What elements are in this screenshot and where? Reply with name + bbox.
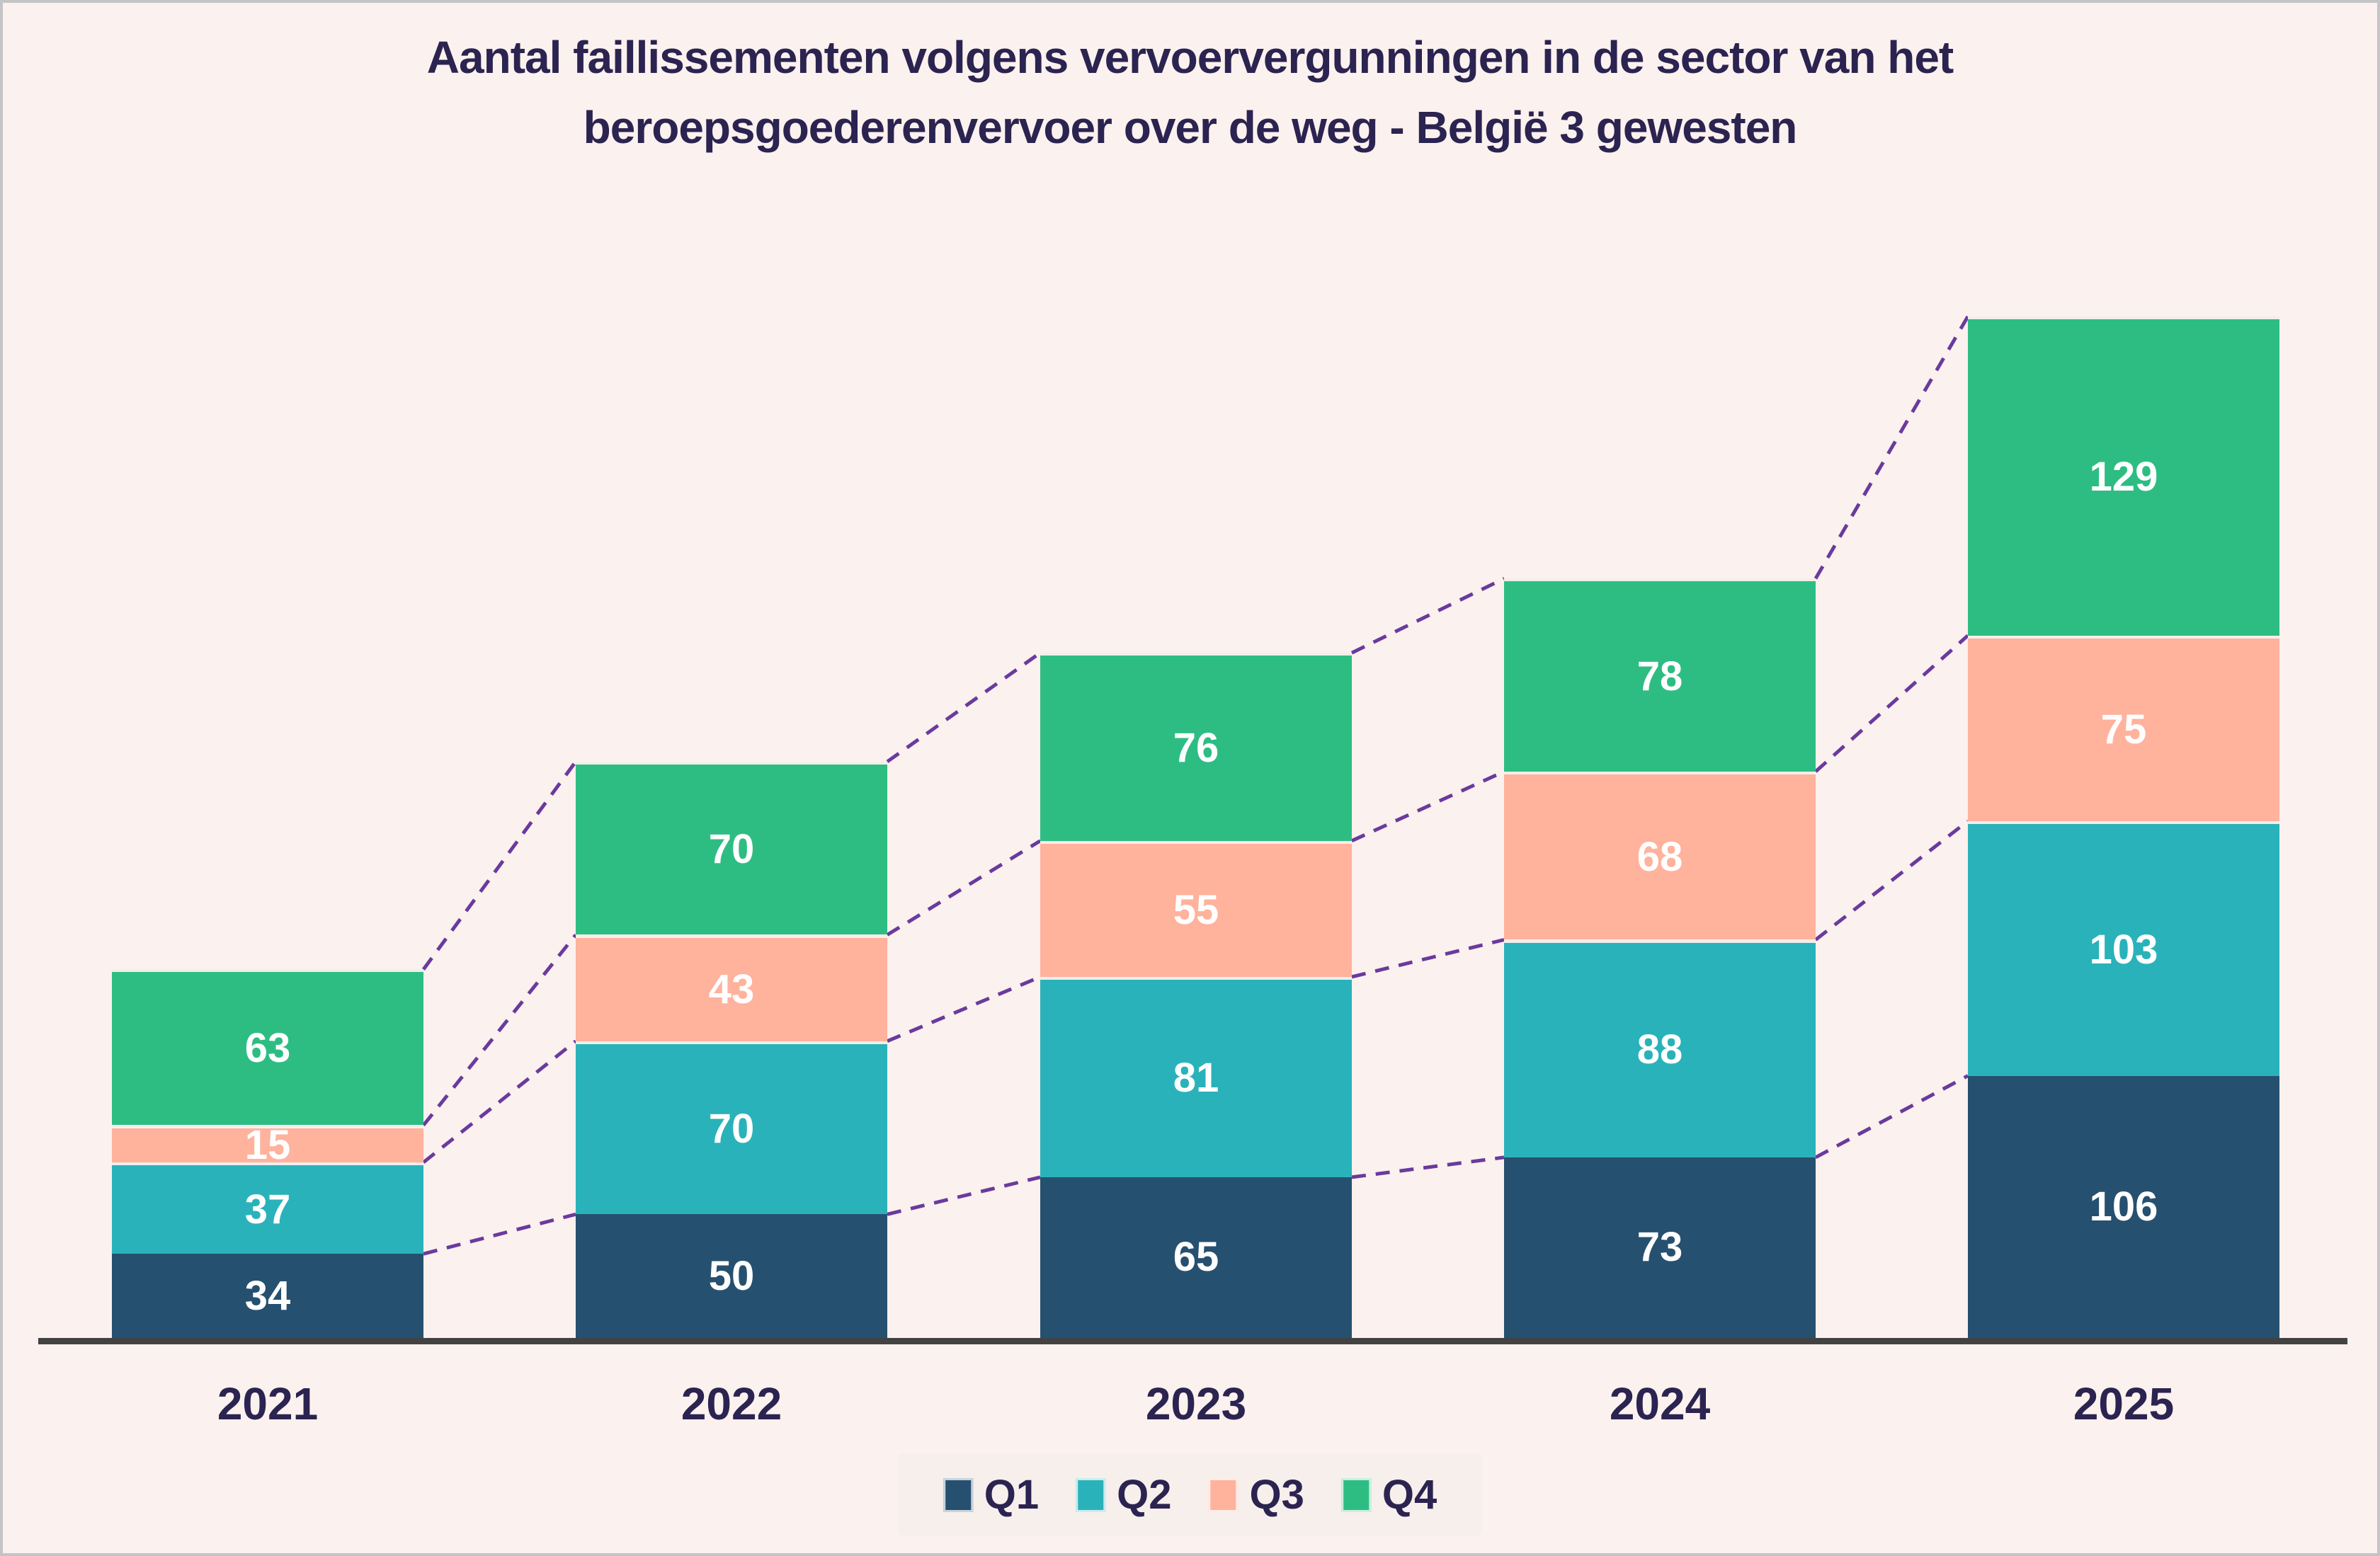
connector-line: [423, 1212, 576, 1256]
bar-segment-2023-q4: 76: [1040, 653, 1352, 841]
connector-line: [1351, 938, 1505, 979]
connector-line: [421, 760, 578, 971]
connector-line: [1814, 315, 1970, 580]
legend-item-q3: Q3: [1208, 1471, 1304, 1518]
legend-item-q4: Q4: [1340, 1471, 1437, 1518]
bar-segment-2024-q2: 88: [1504, 939, 1816, 1157]
x-axis-label-2023: 2023: [1145, 1378, 1247, 1429]
bar-segment-2022-q2: 70: [576, 1041, 887, 1215]
connector-line: [886, 651, 1042, 763]
segment-value-label: 68: [1636, 833, 1683, 880]
x-axis-label-2021: 2021: [217, 1378, 319, 1429]
legend-item-q2: Q2: [1076, 1471, 1172, 1518]
segment-value-label: 55: [1173, 886, 1219, 933]
segment-value-label: 106: [2089, 1183, 2158, 1230]
connector-line: [1814, 819, 1969, 942]
x-axis-line: [38, 1338, 2347, 1344]
segment-value-label: 75: [2100, 706, 2147, 753]
legend-label: Q2: [1117, 1472, 1172, 1518]
legend-swatch-icon: [1076, 1477, 1106, 1512]
segment-value-label: 63: [244, 1025, 291, 1072]
legend-label: Q3: [1249, 1472, 1304, 1518]
connector-line: [1351, 1155, 1505, 1179]
segment-value-label: 15: [244, 1121, 291, 1168]
bar-segment-2022-q1: 50: [576, 1214, 887, 1338]
segment-value-label: 76: [1173, 724, 1219, 771]
connector-line: [887, 1175, 1041, 1216]
legend-item-q1: Q1: [943, 1471, 1039, 1518]
connector-line: [1814, 1074, 1969, 1160]
legend-swatch-icon: [943, 1477, 973, 1512]
connector-line: [886, 839, 1042, 937]
bar-segment-2023-q2: 81: [1040, 976, 1352, 1177]
bar-segment-2025-q2: 103: [1968, 820, 2279, 1076]
bar-segment-2025-q1: 106: [1968, 1075, 2279, 1338]
connector-line: [1350, 577, 1505, 655]
bar-segment-2021-q2: 37: [112, 1162, 423, 1254]
segment-value-label: 129: [2089, 454, 2158, 500]
bar-segment-2024-q1: 73: [1504, 1157, 1816, 1338]
bar-segment-2025-q3: 75: [1968, 635, 2279, 821]
bar-segment-2021-q3: 15: [112, 1124, 423, 1165]
segment-value-label: 70: [708, 1105, 755, 1152]
bar-segment-2022-q3: 43: [576, 934, 887, 1041]
legend-label: Q1: [984, 1472, 1040, 1518]
connector-line: [887, 975, 1041, 1043]
bar-segment-2024-q4: 78: [1504, 578, 1816, 772]
segment-value-label: 73: [1636, 1224, 1683, 1271]
bar-segment-2023-q3: 55: [1040, 840, 1352, 977]
segment-value-label: 34: [244, 1272, 291, 1319]
x-axis-label-2022: 2022: [681, 1378, 782, 1429]
segment-value-label: 78: [1636, 653, 1683, 699]
connector-line: [1814, 634, 1969, 773]
bar-segment-2025-q4: 129: [1968, 316, 2279, 636]
chart-title-line2: beroepsgoederenvervoer over de weg - Bel…: [583, 102, 1798, 154]
legend-label: Q4: [1382, 1472, 1437, 1518]
x-axis-label-2024: 2024: [1609, 1378, 1711, 1429]
bar-segment-2024-q3: 68: [1504, 771, 1816, 940]
chart-title: Aantal faillissementen volgens vervoerve…: [3, 23, 2377, 163]
legend-swatch-icon: [1340, 1477, 1371, 1512]
segment-value-label: 70: [708, 826, 755, 873]
segment-value-label: 50: [708, 1252, 755, 1299]
bar-segment-2023-q1: 65: [1040, 1177, 1352, 1338]
legend-swatch-icon: [1208, 1477, 1239, 1512]
x-axis-label-2025: 2025: [2073, 1378, 2175, 1429]
connector-line: [422, 1039, 577, 1164]
bar-segment-2022-q4: 70: [576, 761, 887, 935]
legend: Q1 Q2 Q3 Q4: [897, 1454, 1483, 1535]
connector-line: [422, 933, 577, 1127]
bar-segment-2021-q4: 63: [112, 969, 423, 1126]
segment-value-label: 43: [708, 966, 755, 1012]
segment-value-label: 81: [1173, 1055, 1219, 1102]
segment-value-label: 88: [1636, 1026, 1683, 1073]
segment-value-label: 65: [1173, 1234, 1219, 1281]
bar-segment-2021-q1: 34: [112, 1254, 423, 1338]
segment-value-label: 103: [2089, 926, 2158, 973]
segment-value-label: 37: [244, 1186, 291, 1232]
connector-line: [1350, 770, 1505, 842]
chart-title-line1: Aantal faillissementen volgens vervoerve…: [426, 32, 1954, 83]
